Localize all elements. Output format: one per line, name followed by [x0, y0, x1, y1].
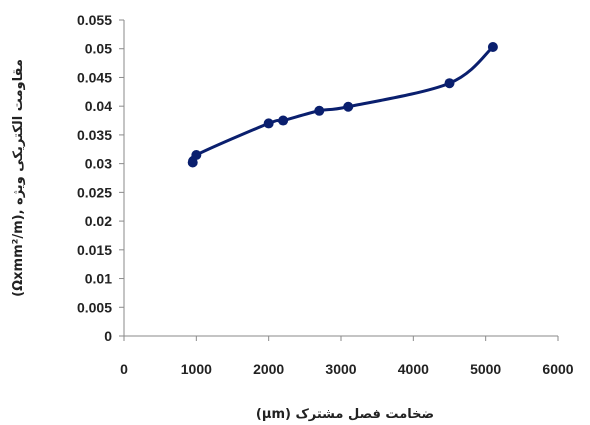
y-tick-label: 0.04 [85, 98, 112, 114]
data-point [487, 42, 498, 53]
y-tick-label: 0.005 [77, 299, 112, 315]
x-tick-label: 5000 [470, 361, 501, 377]
x-tick-label: 2000 [253, 361, 284, 377]
data-point [343, 101, 354, 112]
y-axis-title: مقاومت الکتریکی ویژه ,(Ωxmm²/m) [11, 59, 26, 297]
y-tick-label: 0.01 [85, 271, 112, 287]
series-line [188, 45, 495, 164]
x-tick-label: 1000 [181, 361, 212, 377]
data-point [263, 118, 274, 129]
y-tick-label: 0.035 [77, 127, 112, 143]
y-axis: 0 0.005 0.01 0.015 0.02 0.025 0.03 0.035 0.04 0.0… [77, 12, 125, 344]
data-point [278, 115, 289, 126]
y-tick-label: 0 [104, 328, 112, 344]
data-point [187, 157, 198, 168]
x-tick-label: 4000 [398, 361, 429, 377]
x-tick-label: 6000 [542, 361, 573, 377]
y-tick-label: 0.05 [85, 41, 112, 57]
data-point [314, 105, 325, 116]
x-axis-title: ضخامت فصل مشترک (μm) [256, 407, 434, 422]
data-point [444, 78, 455, 89]
x-axis: 0 1000 2000 3000 4000 5000 6000 [120, 335, 574, 377]
y-tick-label: 0.045 [77, 69, 112, 85]
x-tick-label: 0 [120, 361, 128, 377]
y-tick-label: 0.02 [85, 213, 112, 229]
series-group [187, 42, 498, 168]
y-tick-label: 0.025 [77, 184, 112, 200]
y-tick-label: 0.03 [85, 156, 112, 172]
y-tick-label: 0.055 [77, 12, 112, 28]
x-tick-label: 3000 [325, 361, 356, 377]
y-tick-label: 0.015 [77, 242, 112, 258]
data-point [191, 150, 202, 161]
